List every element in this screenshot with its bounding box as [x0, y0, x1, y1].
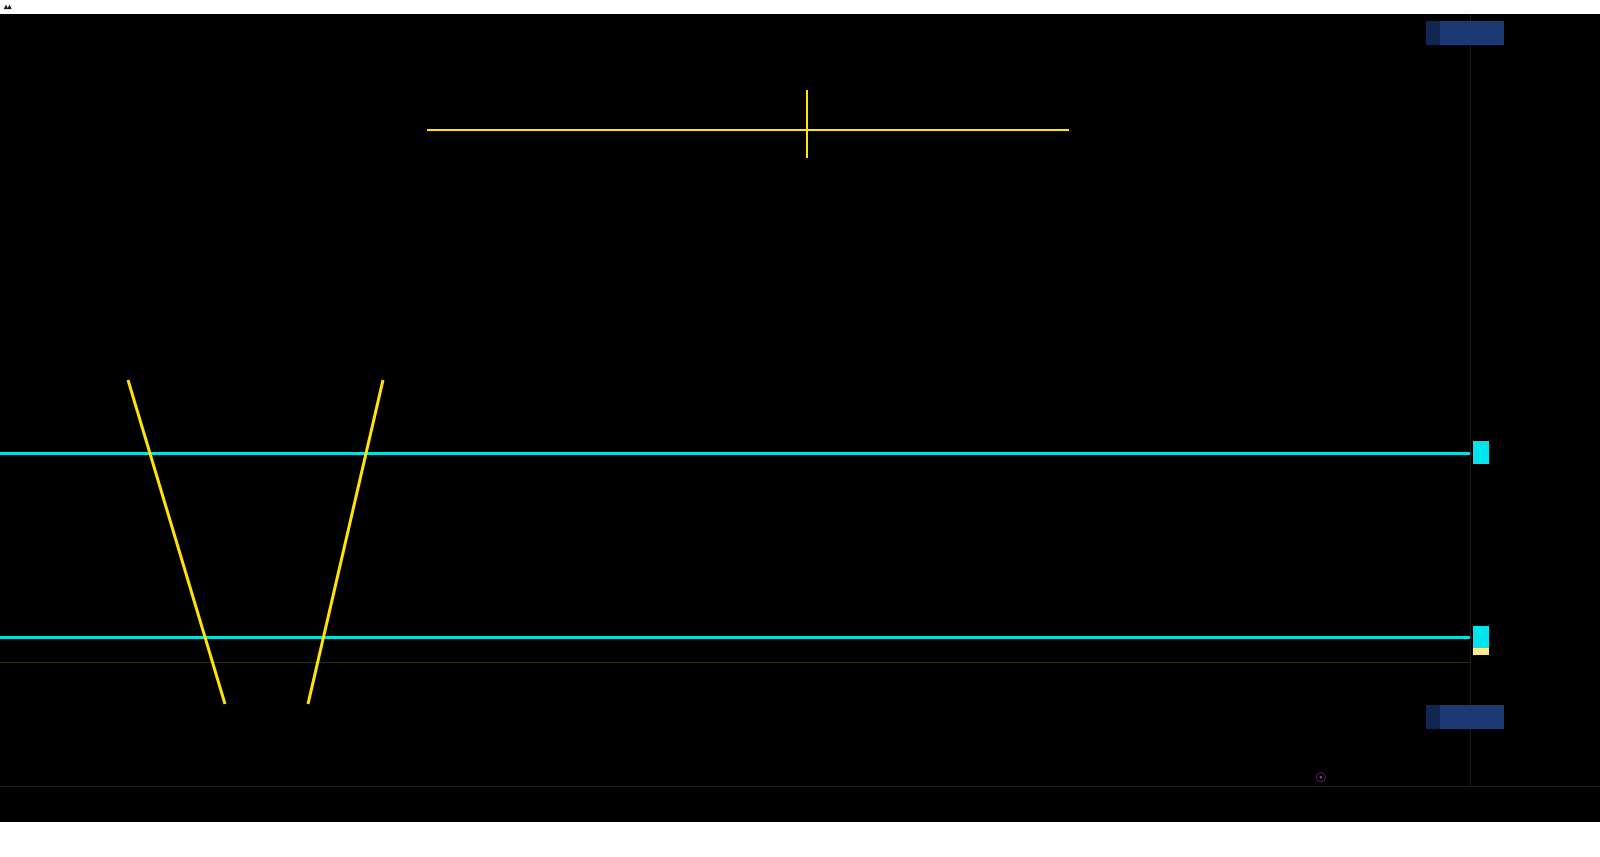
level-label-17[interactable]	[1473, 626, 1489, 649]
high-badge	[1426, 21, 1504, 45]
low-badge	[1426, 705, 1504, 729]
time-axis[interactable]	[0, 786, 1600, 822]
last-price-label[interactable]	[1473, 648, 1489, 655]
low-badge-label	[1426, 705, 1440, 729]
footer-bar	[0, 822, 1600, 857]
event-marker-icon[interactable]: ☉	[1315, 770, 1327, 785]
price-level-line-17[interactable]	[0, 636, 1470, 639]
level-label-32[interactable]	[1473, 441, 1489, 464]
chart-legend	[5, 18, 32, 30]
tradingview-footer-logo	[6, 827, 9, 838]
chart-canvas[interactable]	[0, 14, 1470, 786]
high-badge-value	[1440, 21, 1504, 45]
attribution-bar: ▴▴	[0, 0, 1600, 14]
low-badge-value	[1440, 705, 1504, 729]
straddle-bracket-line	[427, 129, 1069, 131]
price-level-line-32[interactable]	[0, 452, 1470, 455]
straddle-bracket-tick	[806, 90, 808, 158]
tradingview-logo-icon: ▴▴	[4, 2, 12, 11]
current-price-line	[0, 662, 1470, 663]
price-axis[interactable]	[1426, 14, 1600, 786]
high-badge-label	[1426, 21, 1440, 45]
